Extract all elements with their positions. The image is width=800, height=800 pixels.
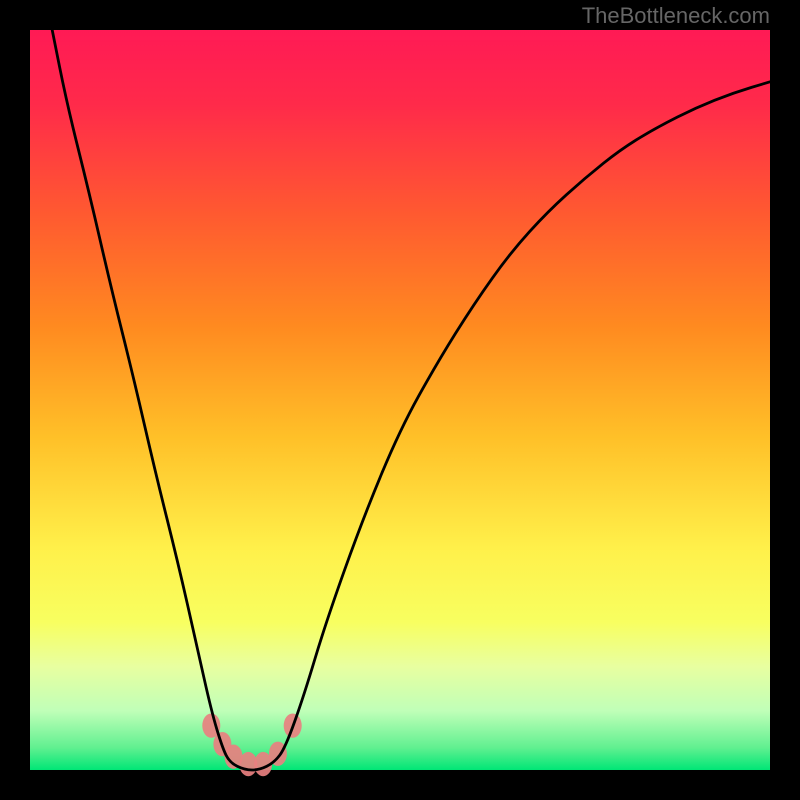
- bottleneck-curve: [52, 30, 770, 770]
- chart-container: TheBottleneck.com: [0, 0, 800, 800]
- plot-area: [30, 30, 770, 770]
- watermark-text: TheBottleneck.com: [582, 3, 770, 29]
- curve-layer: [30, 30, 770, 770]
